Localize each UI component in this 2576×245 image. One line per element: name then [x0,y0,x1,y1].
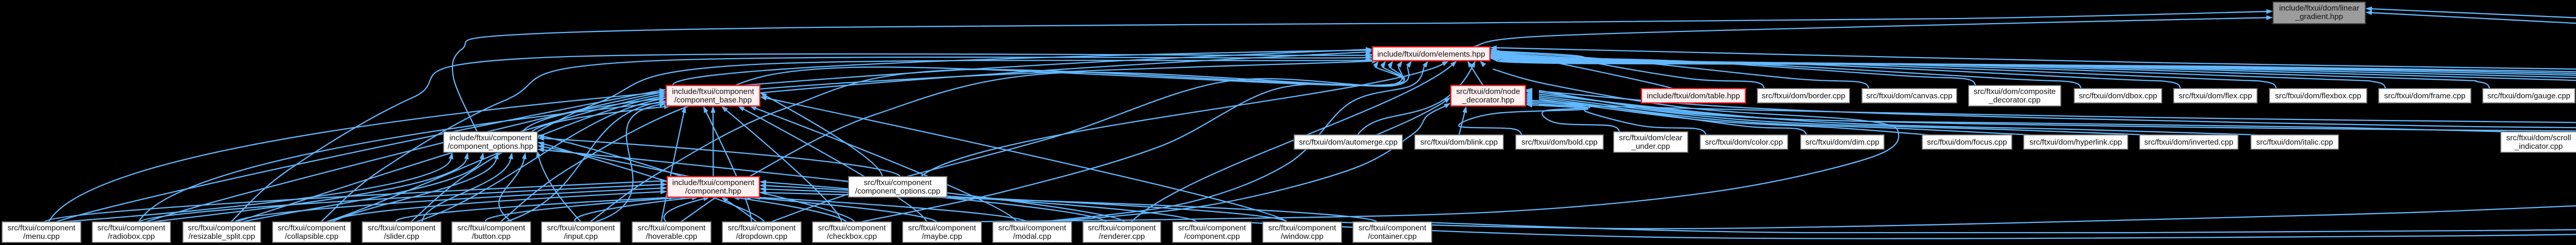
svg-text:/resizable_split.cpp: /resizable_split.cpp [189,232,255,241]
svg-text:_indicator.cpp: _indicator.cpp [2514,142,2563,151]
svg-text:src/ftxui/component: src/ftxui/component [1178,224,1246,233]
svg-text:/input.cpp: /input.cpp [564,232,598,241]
svg-text:src/ftxui/component: src/ftxui/component [368,224,436,233]
svg-text:src/ftxui/component: src/ftxui/component [457,224,526,233]
svg-text:/renderer.cpp: /renderer.cpp [1099,232,1145,241]
svg-text:include/ftxui/component: include/ftxui/component [449,134,532,143]
svg-text:src/ftxui/component: src/ftxui/component [998,224,1066,233]
svg-text:/component_options.hpp: /component_options.hpp [448,142,533,151]
svg-text:src/ftxui/dom/blink.cpp: src/ftxui/dom/blink.cpp [1420,138,1498,147]
svg-text:/checkbox.cpp: /checkbox.cpp [827,232,877,241]
svg-text:/component.cpp: /component.cpp [1184,232,1240,241]
svg-text:_under.cpp: _under.cpp [1631,142,1670,151]
svg-text:src/ftxui/dom/gauge.cpp: src/ftxui/dom/gauge.cpp [2487,92,2570,100]
svg-text:src/ftxui/dom/dbox.cpp: src/ftxui/dom/dbox.cpp [2079,92,2157,100]
svg-text:src/ftxui/component: src/ftxui/component [278,224,346,233]
svg-text:/hoverable.cpp: /hoverable.cpp [646,232,698,241]
svg-text:src/ftxui/component: src/ftxui/component [1359,224,1427,233]
svg-text:src/ftxui/component: src/ftxui/component [1268,224,1336,233]
svg-text:src/ftxui/component: src/ftxui/component [1088,224,1156,233]
svg-text:src/ftxui/dom/composite: src/ftxui/dom/composite [1974,87,2056,96]
svg-text:src/ftxui/dom/hyperlink.cpp: src/ftxui/dom/hyperlink.cpp [2029,138,2122,147]
svg-text:_decorator.cpp: _decorator.cpp [1988,96,2040,104]
svg-text:src/ftxui/dom/canvas.cpp: src/ftxui/dom/canvas.cpp [1866,92,1952,100]
svg-text:include/ftxui/component: include/ftxui/component [672,179,755,187]
svg-text:/dropdown.cpp: /dropdown.cpp [736,232,788,241]
svg-text:src/ftxui/dom/inverted.cpp: src/ftxui/dom/inverted.cpp [2144,138,2233,147]
svg-text:/collapsible.cpp: /collapsible.cpp [285,232,338,241]
svg-text:src/ftxui/component: src/ftxui/component [818,224,886,233]
svg-text:src/ftxui/dom/bold.cpp: src/ftxui/dom/bold.cpp [1521,138,1598,147]
svg-text:_decorator.hpp: _decorator.hpp [1462,96,1514,104]
svg-text:src/ftxui/dom/italic.cpp: src/ftxui/dom/italic.cpp [2256,138,2333,147]
svg-text:src/ftxui/component: src/ftxui/component [8,224,76,233]
svg-text:src/ftxui/dom/frame.cpp: src/ftxui/dom/frame.cpp [2384,92,2466,100]
svg-text:src/ftxui/dom/dim.cpp: src/ftxui/dom/dim.cpp [1805,138,1879,147]
svg-text:src/ftxui/dom/border.cpp: src/ftxui/dom/border.cpp [1761,92,1845,100]
svg-text:src/ftxui/dom/focus.cpp: src/ftxui/dom/focus.cpp [1927,138,2007,147]
svg-text:src/ftxui/component: src/ftxui/component [188,224,256,233]
svg-text:src/ftxui/dom/flex.cpp: src/ftxui/dom/flex.cpp [2179,92,2252,100]
svg-text:/window.cpp: /window.cpp [1281,232,1324,241]
svg-text:/component_base.hpp: /component_base.hpp [674,96,752,104]
svg-text:/slider.cpp: /slider.cpp [384,232,419,241]
svg-text:src/ftxui/dom/color.cpp: src/ftxui/dom/color.cpp [1705,138,1783,147]
svg-text:/radiobox.cpp: /radiobox.cpp [108,232,155,241]
svg-text:include/ftxui/component: include/ftxui/component [672,87,754,96]
svg-text:include/ftxui/dom/elements.hpp: include/ftxui/dom/elements.hpp [1377,50,1485,59]
svg-text:/modal.cpp: /modal.cpp [1013,232,1051,241]
svg-text:src/ftxui/component: src/ftxui/component [638,224,706,233]
svg-text:/menu.cpp: /menu.cpp [23,232,60,241]
svg-text:src/ftxui/component: src/ftxui/component [728,224,796,233]
svg-text:/component.hpp: /component.hpp [685,187,741,196]
svg-text:src/ftxui/dom/automerge.cpp: src/ftxui/dom/automerge.cpp [1299,138,1398,147]
svg-text:/maybe.cpp: /maybe.cpp [922,232,962,241]
svg-text:src/ftxui/component: src/ftxui/component [864,179,932,187]
svg-text:src/ftxui/component: src/ftxui/component [547,224,615,233]
svg-text:/component_options.cpp: /component_options.cpp [855,187,941,196]
svg-text:/button.cpp: /button.cpp [472,232,511,241]
svg-text:include/ftxui/dom/linear: include/ftxui/dom/linear [2279,4,2359,13]
svg-text:src/ftxui/dom/scroll: src/ftxui/dom/scroll [2506,134,2571,143]
svg-text:src/ftxui/dom/node: src/ftxui/dom/node [1456,87,1520,96]
svg-text:src/ftxui/dom/flexbox.cpp: src/ftxui/dom/flexbox.cpp [2275,92,2361,100]
svg-text:include/ftxui/dom/table.hpp: include/ftxui/dom/table.hpp [1647,92,1740,100]
svg-text:_gradient.hpp: _gradient.hpp [2295,12,2343,21]
svg-text:src/ftxui/component: src/ftxui/component [97,224,165,233]
svg-text:src/ftxui/component: src/ftxui/component [908,224,976,233]
svg-text:src/ftxui/dom/clear: src/ftxui/dom/clear [1619,134,1682,143]
svg-text:/container.cpp: /container.cpp [1368,232,1417,241]
